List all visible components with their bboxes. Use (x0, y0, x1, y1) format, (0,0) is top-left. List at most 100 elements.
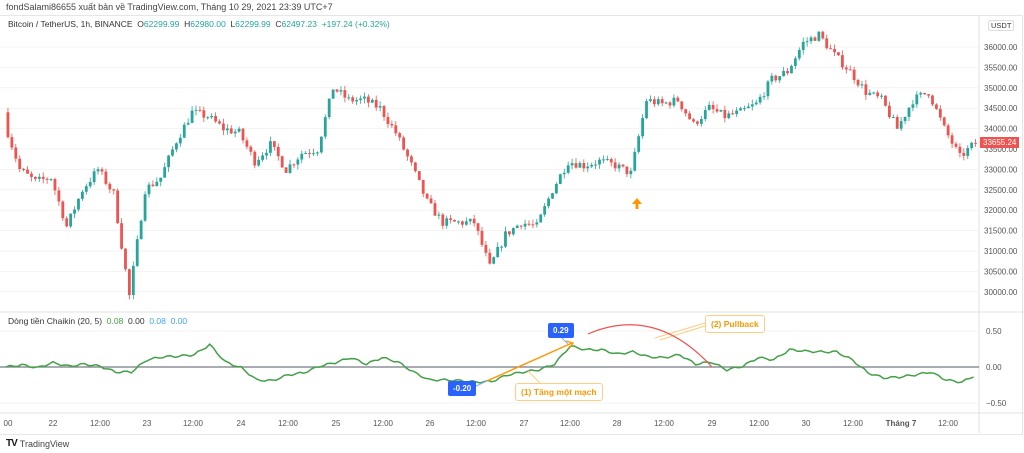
candle-body (433, 203, 437, 216)
candle-body (6, 112, 10, 138)
candle-body (966, 148, 970, 156)
candle-body (80, 191, 84, 199)
candle-body (856, 80, 860, 86)
candle-body (390, 123, 394, 126)
candle-body (378, 106, 382, 108)
candle-body (605, 159, 609, 161)
candle-body (911, 104, 915, 108)
time-tick: 12:00 (373, 419, 394, 428)
candle-body (245, 140, 249, 147)
candle-body (394, 125, 398, 134)
candle-body (421, 179, 425, 194)
time-tick: 12:00 (183, 419, 204, 428)
candle-body (511, 228, 515, 235)
candle-body (186, 122, 190, 125)
time-tick: 23 (143, 419, 152, 428)
candle-body (464, 221, 468, 225)
price-tick: 31500.00 (984, 227, 1018, 236)
candle-body (288, 164, 292, 173)
candle-body (441, 214, 445, 226)
candle-body (625, 166, 629, 175)
candle-body (402, 137, 406, 150)
candle-body (222, 123, 225, 131)
candle-body (406, 149, 409, 157)
candle-body (413, 162, 417, 172)
candle-body (272, 141, 276, 147)
candle-body (962, 152, 966, 156)
time-tick: 12:00 (278, 419, 299, 428)
candle-body (84, 186, 88, 192)
candle-body (425, 193, 429, 199)
indicator-tick: −0.50 (986, 399, 1007, 408)
candle-body (539, 214, 543, 223)
indicator-tick: 0.50 (986, 327, 1002, 336)
candle-body (151, 184, 155, 187)
candle-body (139, 220, 143, 240)
indicator-legend[interactable]: Dòng tiền Chaikin (20, 5) 0.08 0.00 0.08… (8, 316, 188, 326)
price-tick: 35500.00 (984, 63, 1018, 72)
time-tick: 22 (49, 419, 58, 428)
candle-body (813, 37, 817, 41)
note-connector (527, 370, 541, 384)
candle-body (14, 147, 18, 159)
candle-body (903, 116, 907, 122)
candle-body (319, 136, 323, 153)
candle-body (797, 50, 801, 59)
candle-body (770, 75, 774, 82)
candle-body (825, 38, 829, 49)
candle-body (445, 218, 449, 226)
candle-body (887, 105, 891, 118)
close-value: 62497.23 (281, 19, 317, 29)
candle-body (429, 198, 433, 204)
candle-body (566, 165, 570, 173)
candle-body (766, 81, 770, 97)
time-tick: Tháng 7 (886, 419, 917, 428)
currency-button[interactable]: USDT (988, 20, 1015, 31)
candle-body (37, 176, 41, 179)
candle-body (386, 116, 390, 124)
candle-body (735, 110, 739, 115)
candle-body (147, 184, 151, 195)
candle-body (578, 163, 582, 168)
candle-body (359, 98, 362, 101)
candle-body (265, 152, 268, 156)
time-tick: 12:00 (749, 419, 770, 428)
price-tick: 30500.00 (984, 267, 1018, 276)
candle-body (308, 152, 312, 154)
candle-body (280, 156, 284, 168)
pullback-arc (587, 324, 713, 368)
candle-body (974, 142, 977, 144)
up-arrow-icon (632, 198, 642, 209)
candle-body (366, 96, 370, 103)
candle-body (175, 143, 178, 150)
candle-body (88, 181, 92, 187)
time-tick: 12:00 (654, 419, 675, 428)
candle-body (617, 164, 621, 169)
candle-body (786, 70, 789, 74)
candle-body (805, 41, 809, 43)
candle-body (382, 106, 386, 117)
candle-body (790, 65, 793, 74)
candle-body (864, 84, 868, 95)
candle-body (457, 221, 460, 223)
candle-body (840, 55, 844, 68)
candle-body (33, 176, 37, 179)
candle-body (480, 230, 484, 245)
candle-body (284, 167, 288, 173)
candle-body (660, 99, 664, 104)
candle-body (884, 95, 887, 106)
candle-body (182, 124, 186, 138)
chart-frame (0, 15, 1023, 435)
candle-body (543, 206, 547, 215)
candle-body (198, 109, 202, 111)
candle-body (876, 92, 880, 97)
candle-body (370, 99, 374, 103)
logo-icon: TV (6, 438, 18, 449)
candle-body (547, 198, 550, 207)
tradingview-logo[interactable]: TV TradingView (6, 438, 70, 449)
candle-body (676, 97, 680, 102)
time-tick: 12:00 (843, 419, 864, 428)
candle-body (92, 171, 96, 182)
candle-body (410, 156, 413, 163)
